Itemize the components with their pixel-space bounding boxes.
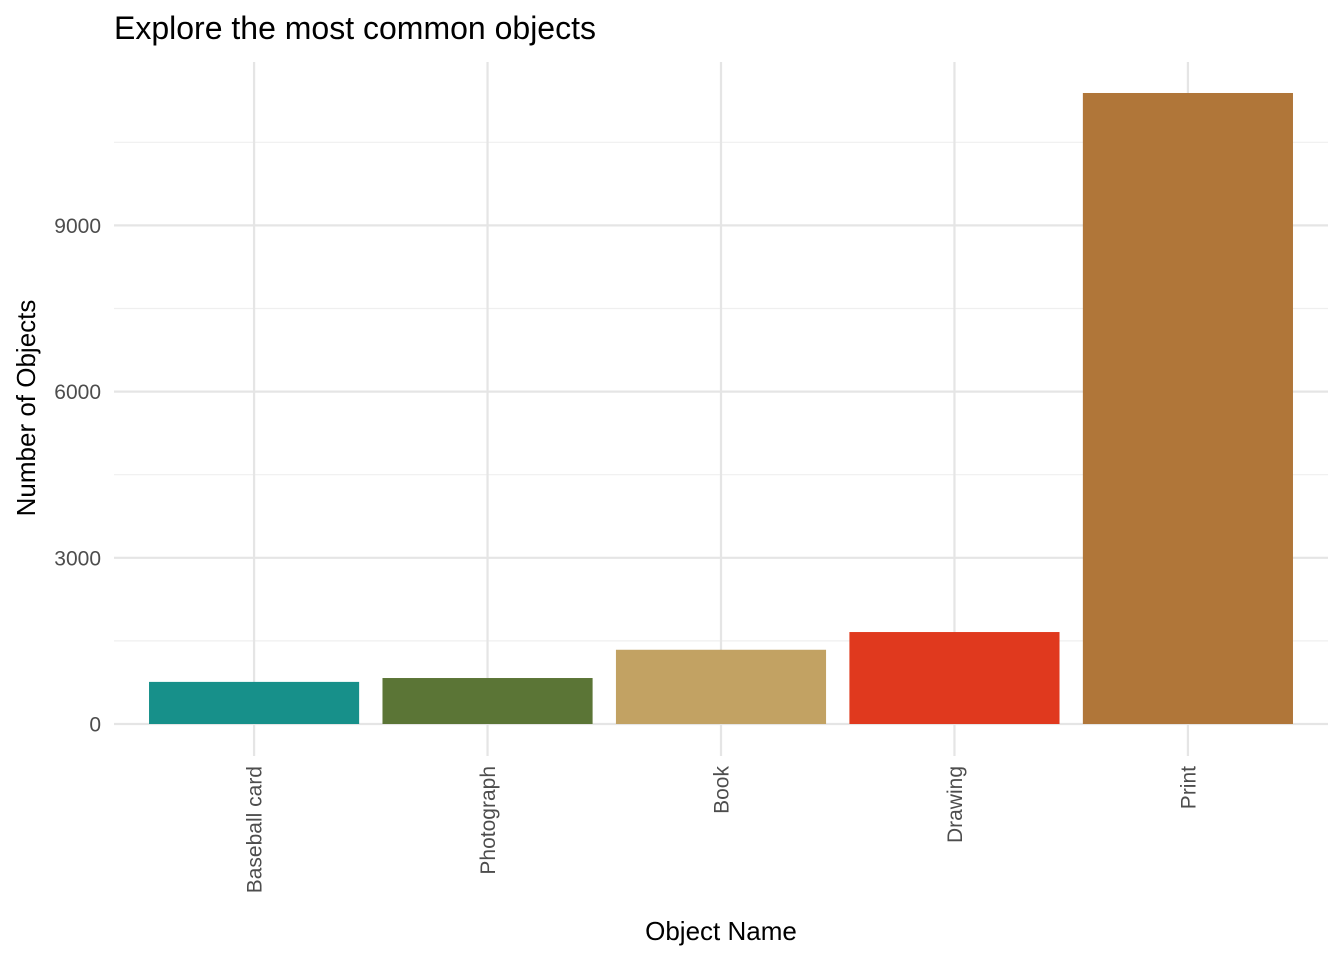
y-tick-label: 9000 (54, 215, 101, 238)
bars (149, 92, 1293, 724)
bar-print (1082, 92, 1293, 724)
x-tick-label: Book (711, 766, 734, 814)
y-tick-label: 3000 (54, 547, 101, 570)
x-axis-title: Object Name (645, 916, 797, 946)
chart-title: Explore the most common objects (114, 10, 596, 46)
bar-baseball-card (149, 681, 360, 724)
x-tick-label: Drawing (944, 766, 967, 843)
x-axis-ticks: Baseball card Photograph Book Drawing Print (244, 766, 1201, 894)
x-tick-label: Photograph (477, 766, 500, 875)
bar-photograph (382, 678, 593, 724)
x-tick-label: Baseball card (244, 766, 267, 893)
x-tick-label: Print (1177, 766, 1200, 809)
bar-drawing (849, 632, 1060, 724)
y-axis-ticks: 0 3000 6000 9000 (54, 215, 101, 737)
y-axis-title: Number of Objects (11, 300, 41, 517)
y-tick-label: 6000 (54, 381, 101, 404)
bar-book (615, 649, 827, 724)
y-tick-label: 0 (89, 714, 101, 737)
